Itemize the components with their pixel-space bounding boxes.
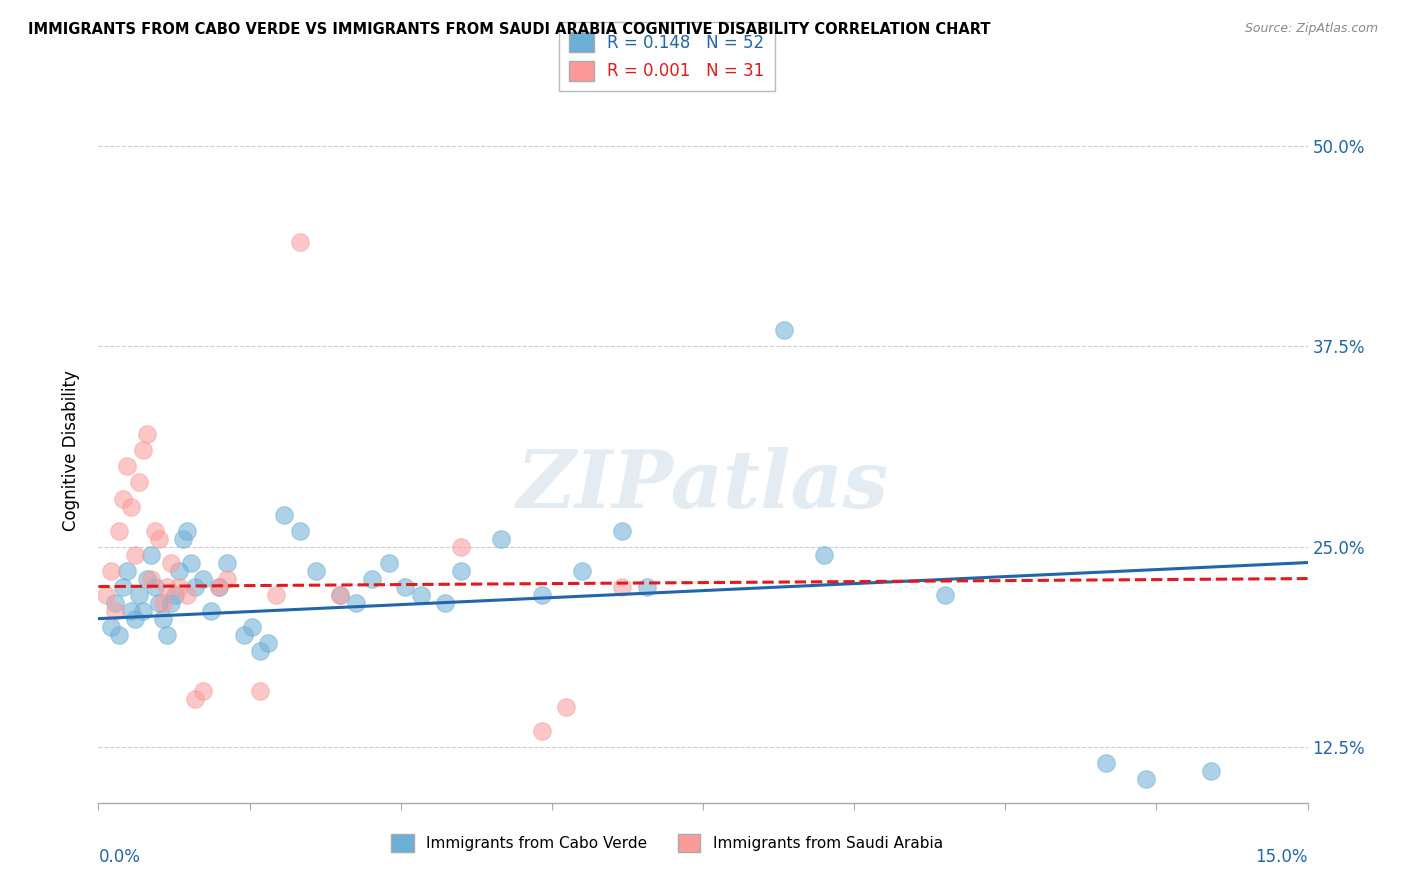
Point bbox=[152, 596, 174, 610]
Point bbox=[240, 620, 263, 634]
Point bbox=[491, 532, 513, 546]
Text: Source: ZipAtlas.com: Source: ZipAtlas.com bbox=[1244, 22, 1378, 36]
Point bbox=[305, 564, 328, 578]
Point bbox=[193, 572, 215, 586]
Point bbox=[1095, 756, 1118, 770]
Point bbox=[450, 564, 472, 578]
Point bbox=[167, 580, 190, 594]
Point bbox=[132, 604, 155, 618]
Y-axis label: Cognitive Disability: Cognitive Disability bbox=[62, 370, 80, 531]
Point bbox=[120, 500, 142, 514]
Point bbox=[172, 532, 194, 546]
Point bbox=[208, 580, 231, 594]
Point bbox=[1199, 764, 1222, 778]
Point bbox=[143, 524, 166, 538]
Point bbox=[208, 580, 231, 594]
Point bbox=[128, 475, 150, 490]
Point bbox=[264, 588, 287, 602]
Point bbox=[167, 564, 190, 578]
Point bbox=[184, 691, 207, 706]
Point bbox=[176, 588, 198, 602]
Point bbox=[163, 588, 186, 602]
Point bbox=[184, 580, 207, 594]
Point bbox=[107, 627, 129, 641]
Point bbox=[636, 580, 658, 594]
Point bbox=[148, 596, 170, 610]
Point bbox=[409, 588, 432, 602]
Point bbox=[555, 699, 578, 714]
Point bbox=[530, 588, 553, 602]
Point bbox=[156, 580, 179, 594]
Point bbox=[143, 580, 166, 594]
Point bbox=[217, 556, 239, 570]
Point bbox=[100, 620, 122, 634]
Point bbox=[111, 491, 134, 506]
Point bbox=[571, 564, 593, 578]
Point bbox=[100, 564, 122, 578]
Point bbox=[772, 323, 794, 337]
Point bbox=[934, 588, 956, 602]
Point bbox=[124, 612, 146, 626]
Point bbox=[193, 683, 215, 698]
Point bbox=[107, 524, 129, 538]
Point bbox=[152, 612, 174, 626]
Point bbox=[344, 596, 367, 610]
Point bbox=[329, 588, 352, 602]
Text: ZIPatlas: ZIPatlas bbox=[517, 447, 889, 524]
Point bbox=[394, 580, 416, 594]
Point bbox=[120, 604, 142, 618]
Point bbox=[232, 627, 254, 641]
Point bbox=[434, 596, 457, 610]
Legend: Immigrants from Cabo Verde, Immigrants from Saudi Arabia: Immigrants from Cabo Verde, Immigrants f… bbox=[385, 828, 949, 859]
Point bbox=[256, 635, 278, 649]
Point bbox=[115, 564, 138, 578]
Point bbox=[288, 524, 311, 538]
Point bbox=[377, 556, 399, 570]
Point bbox=[612, 580, 634, 594]
Point bbox=[156, 627, 179, 641]
Point bbox=[200, 604, 222, 618]
Text: 15.0%: 15.0% bbox=[1256, 847, 1308, 865]
Point bbox=[217, 572, 239, 586]
Point bbox=[139, 572, 162, 586]
Point bbox=[249, 643, 271, 657]
Point bbox=[160, 596, 183, 610]
Point bbox=[1135, 772, 1157, 786]
Point bbox=[612, 524, 634, 538]
Point bbox=[160, 556, 183, 570]
Text: 0.0%: 0.0% bbox=[98, 847, 141, 865]
Point bbox=[115, 459, 138, 474]
Point bbox=[135, 427, 157, 442]
Point bbox=[273, 508, 295, 522]
Point bbox=[530, 723, 553, 738]
Point bbox=[135, 572, 157, 586]
Point bbox=[249, 683, 271, 698]
Point bbox=[111, 580, 134, 594]
Point bbox=[180, 556, 202, 570]
Point bbox=[124, 548, 146, 562]
Text: IMMIGRANTS FROM CABO VERDE VS IMMIGRANTS FROM SAUDI ARABIA COGNITIVE DISABILITY : IMMIGRANTS FROM CABO VERDE VS IMMIGRANTS… bbox=[28, 22, 991, 37]
Point bbox=[139, 548, 162, 562]
Point bbox=[96, 588, 118, 602]
Point bbox=[329, 588, 352, 602]
Point bbox=[103, 604, 125, 618]
Point bbox=[288, 235, 311, 250]
Point bbox=[148, 532, 170, 546]
Point bbox=[450, 540, 472, 554]
Point bbox=[103, 596, 125, 610]
Point bbox=[128, 588, 150, 602]
Point bbox=[132, 443, 155, 458]
Point bbox=[813, 548, 835, 562]
Point bbox=[176, 524, 198, 538]
Point bbox=[361, 572, 384, 586]
